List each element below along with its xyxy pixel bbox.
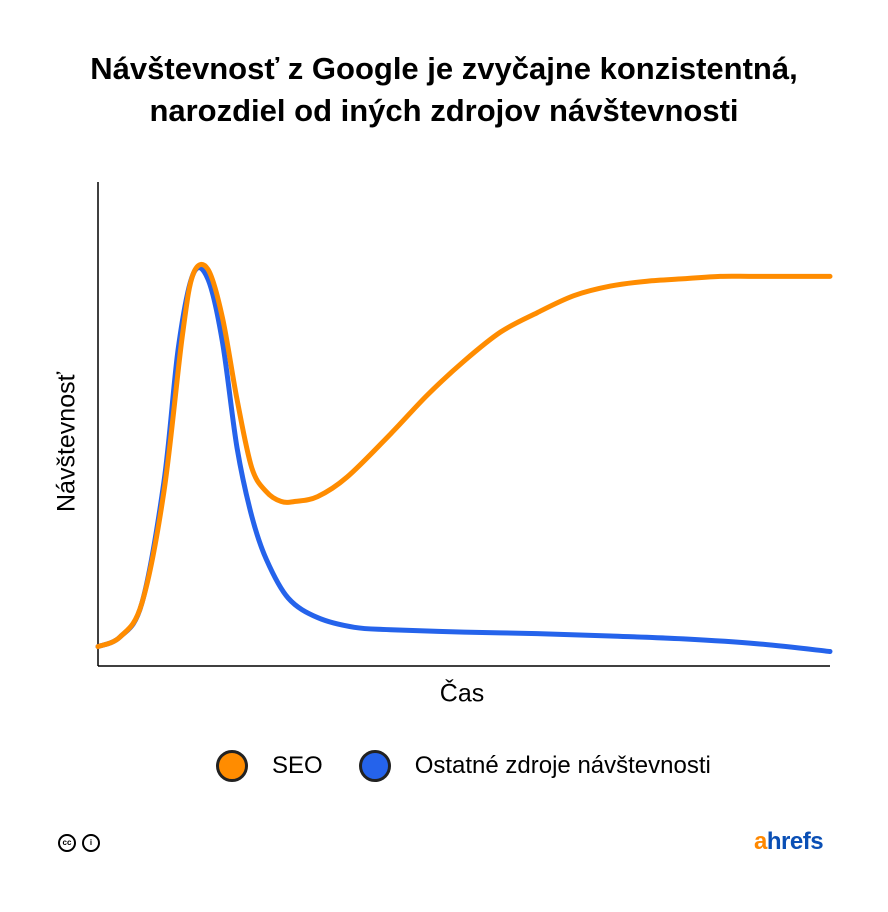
logo-accent: a — [754, 828, 767, 855]
creative-commons-icon: cc — [58, 834, 76, 852]
chart-title: Návštevnosť z Google je zvyčajne konzist… — [0, 48, 888, 132]
chart-title-line-2: narozdiel od iných zdrojov návštevnosti — [149, 93, 739, 128]
ahrefs-logo: ahrefs — [754, 828, 824, 856]
logo-text: hrefs — [766, 828, 824, 855]
attribution-icon: i — [82, 834, 100, 852]
legend-swatch-other — [358, 750, 391, 782]
license-icons: cc i — [58, 834, 100, 852]
x-axis-label: Čas — [439, 679, 485, 708]
legend-swatch-seo — [216, 750, 248, 782]
series-line-other-sources — [95, 265, 833, 654]
legend-label-seo: SEO — [272, 752, 323, 779]
legend-item-seo: SEO — [216, 750, 323, 782]
y-axis-label: Návštevnosť — [52, 372, 81, 512]
legend: SEO Ostatné zdroje návštevnosti — [216, 746, 747, 786]
chart-title-line-1: Návštevnosť z Google je zvyčajne konzist… — [90, 51, 798, 86]
series-line-seo — [95, 262, 833, 650]
legend-label-other: Ostatné zdroje návštevnosti — [414, 752, 711, 779]
legend-item-other: Ostatné zdroje návštevnosti — [358, 750, 711, 782]
